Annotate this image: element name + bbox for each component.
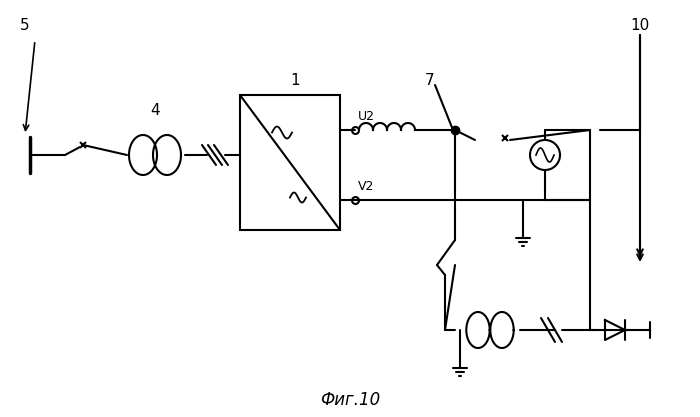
Text: 5: 5: [20, 18, 30, 33]
Text: Фиг.10: Фиг.10: [320, 391, 380, 409]
Text: 1: 1: [290, 73, 300, 88]
Bar: [240, 95, 340, 230]
Text: 10: 10: [631, 18, 650, 33]
Text: 7: 7: [425, 73, 435, 88]
Text: 4: 4: [150, 103, 160, 118]
Text: V2: V2: [358, 179, 374, 193]
Text: U2: U2: [358, 110, 375, 123]
